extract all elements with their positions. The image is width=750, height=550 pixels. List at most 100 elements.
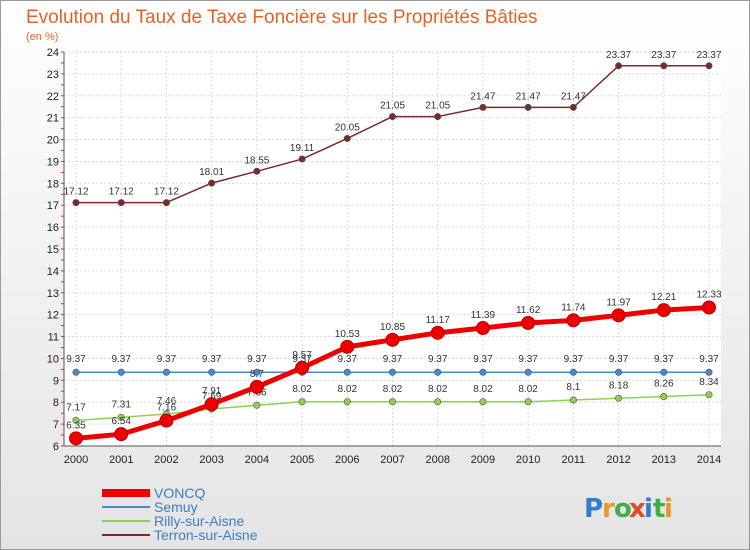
y-tick-label: 7 <box>53 419 59 431</box>
logo-letter: r <box>602 494 615 524</box>
data-label-semuy: 9.37 <box>292 354 312 365</box>
data-label-semuy: 9.37 <box>111 354 131 365</box>
data-label-semuy: 9.37 <box>428 354 448 365</box>
data-label-terron-sur-aisne: 21.47 <box>516 91 541 102</box>
data-label-terron-sur-aisne: 19.11 <box>290 143 315 154</box>
legend-label-terron-sur-aisne: Terron-sur-Aisne <box>154 527 258 543</box>
y-tick-label: 20 <box>47 135 59 147</box>
data-label-semuy: 9.37 <box>473 354 493 365</box>
data-point-semuy <box>479 368 487 376</box>
y-tick-label: 14 <box>47 266 59 278</box>
x-tick-label: 2000 <box>64 454 88 466</box>
data-point-terron-sur-aisne <box>388 113 396 121</box>
data-point-terron-sur-aisne <box>253 167 261 175</box>
y-tick-label: 24 <box>47 47 59 59</box>
data-point-rilly-sur-aisne <box>253 401 261 409</box>
data-point-semuy <box>253 368 261 376</box>
data-point-rilly-sur-aisne <box>117 413 125 421</box>
data-label-terron-sur-aisne: 17.12 <box>63 187 88 198</box>
data-point-voncq <box>340 339 355 354</box>
x-tick-label: 2006 <box>335 454 359 466</box>
data-point-rilly-sur-aisne <box>705 391 713 399</box>
data-label-semuy: 9.37 <box>654 354 674 365</box>
x-tick-label: 2007 <box>380 454 404 466</box>
x-tick-label: 2002 <box>154 454 178 466</box>
data-point-rilly-sur-aisne <box>343 398 351 406</box>
y-tick-label: 13 <box>47 288 59 300</box>
data-label-voncq: 11.97 <box>606 297 631 308</box>
data-label-rilly-sur-aisne: 8.02 <box>428 384 448 395</box>
x-tick-label: 2003 <box>199 454 223 466</box>
data-point-semuy <box>434 368 442 376</box>
y-tick-label: 15 <box>47 244 59 256</box>
data-label-semuy: 9.37 <box>247 354 267 365</box>
data-point-rilly-sur-aisne <box>524 398 532 406</box>
legend-label-rilly-sur-aisne: Rilly-sur-Aisne <box>154 513 244 529</box>
data-point-terron-sur-aisne <box>343 134 351 142</box>
data-point-semuy <box>615 368 623 376</box>
data-point-terron-sur-aisne <box>660 62 668 70</box>
data-label-voncq: 12.21 <box>651 292 676 303</box>
data-label-voncq: 6.54 <box>111 416 131 427</box>
logo-letter: t <box>653 494 665 524</box>
legend-label-semuy: Semuy <box>154 499 198 515</box>
data-label-semuy: 9.37 <box>66 354 86 365</box>
data-point-voncq <box>521 315 536 330</box>
logo-letter: P <box>584 494 603 524</box>
data-label-voncq: 7.91 <box>202 386 222 397</box>
y-tick-label: 22 <box>47 91 59 103</box>
data-point-voncq <box>702 300 716 315</box>
data-label-rilly-sur-aisne: 8.02 <box>473 384 493 395</box>
y-tick-label: 21 <box>47 113 59 125</box>
data-point-terron-sur-aisne <box>569 103 577 111</box>
x-tick-label: 2013 <box>652 454 676 466</box>
data-point-voncq <box>475 321 490 336</box>
data-label-voncq: 10.85 <box>380 322 405 333</box>
x-tick-label: 2005 <box>290 454 314 466</box>
x-tick-label: 2010 <box>516 454 540 466</box>
data-point-rilly-sur-aisne <box>660 393 668 401</box>
data-label-rilly-sur-aisne: 8.02 <box>383 384 403 395</box>
data-label-terron-sur-aisne: 18.55 <box>244 155 269 166</box>
data-label-rilly-sur-aisne: 8.02 <box>338 384 358 395</box>
data-point-semuy <box>705 368 713 376</box>
data-label-semuy: 9.37 <box>338 354 358 365</box>
data-label-terron-sur-aisne: 23.37 <box>651 50 676 61</box>
data-point-rilly-sur-aisne <box>298 398 306 406</box>
legend-label-voncq: VONCQ <box>154 485 205 501</box>
data-label-terron-sur-aisne: 17.12 <box>154 187 179 198</box>
data-point-rilly-sur-aisne <box>569 396 577 404</box>
data-point-terron-sur-aisne <box>524 103 532 111</box>
data-label-semuy: 9.37 <box>564 354 584 365</box>
data-label-terron-sur-aisne: 20.05 <box>335 122 360 133</box>
data-label-voncq: 11.39 <box>471 310 496 321</box>
y-tick-label: 19 <box>47 156 59 168</box>
data-label-terron-sur-aisne: 23.37 <box>606 50 631 61</box>
data-point-rilly-sur-aisne <box>388 398 396 406</box>
logo-letter: i <box>644 494 653 524</box>
data-label-rilly-sur-aisne: 7.17 <box>66 402 86 413</box>
data-label-semuy: 9.37 <box>518 354 538 365</box>
y-tick-label: 18 <box>47 178 59 190</box>
data-point-voncq <box>430 325 445 340</box>
data-label-voncq: 10.53 <box>335 329 360 340</box>
data-point-semuy <box>72 368 80 376</box>
data-label-terron-sur-aisne: 21.47 <box>470 91 495 102</box>
y-tick-label: 23 <box>47 69 59 81</box>
data-label-rilly-sur-aisne: 7.46 <box>157 396 177 407</box>
data-point-terron-sur-aisne <box>72 199 80 207</box>
data-label-rilly-sur-aisne: 8.02 <box>518 384 538 395</box>
data-label-rilly-sur-aisne: 8.26 <box>654 379 674 390</box>
y-tick-label: 11 <box>48 332 59 344</box>
data-point-voncq <box>204 397 219 412</box>
y-tick-label: 12 <box>47 310 59 322</box>
plot-area: 6 7 8 9 10 11 12 13 14 15 16 17 18 19 20 21 22 23 24 2000 20… <box>47 47 722 466</box>
x-tick-label: 2012 <box>606 454 630 466</box>
data-point-semuy <box>117 368 125 376</box>
data-label-voncq: 11.17 <box>426 315 451 326</box>
data-label-semuy: 9.37 <box>157 354 177 365</box>
data-point-semuy <box>660 368 668 376</box>
data-label-terron-sur-aisne: 21.05 <box>425 101 450 112</box>
legend: VONCQSemuyRilly-sur-AisneTerron-sur-Aisn… <box>102 485 258 543</box>
x-tick-label: 2014 <box>697 454 721 466</box>
